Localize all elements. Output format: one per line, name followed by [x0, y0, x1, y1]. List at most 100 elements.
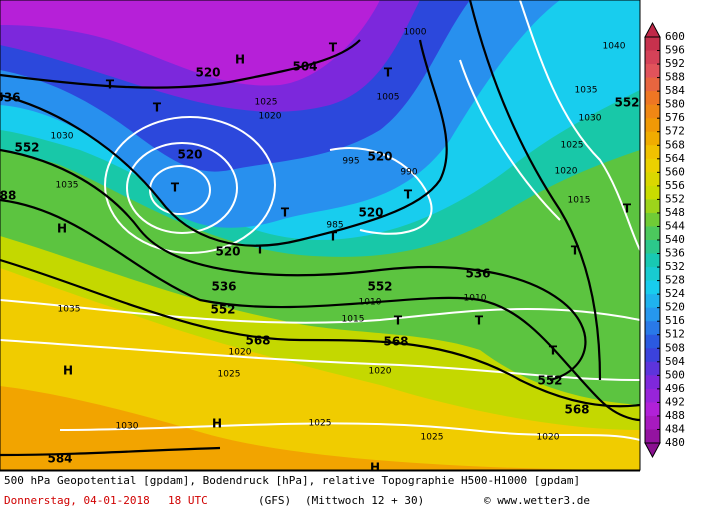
contour-label: H	[63, 364, 73, 378]
contour-label: 520	[358, 206, 383, 220]
colorbar-label: 500	[665, 368, 685, 381]
colorbar-label: 576	[665, 111, 685, 124]
colorbar-label: 580	[665, 98, 685, 111]
colorbar-label: 536	[665, 247, 685, 260]
colorbar-label: 488	[665, 409, 685, 422]
contour-label: 520	[177, 148, 202, 162]
colorbar-label: 544	[665, 219, 685, 232]
colorbar-label: 504	[665, 355, 685, 368]
colorbar-segment	[645, 131, 660, 146]
colorbar-segment	[645, 334, 660, 349]
isobar-label: 1005	[377, 93, 400, 103]
colorbar-segment	[645, 145, 660, 160]
colorbar-label: 532	[665, 260, 685, 273]
isobars	[0, 59, 641, 441]
isobar-label: 990	[400, 168, 417, 178]
colorbar-segment	[645, 226, 660, 241]
colorbar-label: 572	[665, 125, 685, 138]
colorbar-segment	[645, 388, 660, 403]
colorbar-segment	[645, 321, 660, 336]
isobar-label: 1030	[51, 132, 74, 142]
colorbar-label: 552	[665, 192, 685, 205]
colorbar-label: 484	[665, 422, 685, 435]
contour-label: 504	[292, 60, 317, 74]
contour-label: T	[281, 206, 290, 220]
isobar-label: 1020	[229, 348, 252, 358]
isobar-label: 1010	[359, 298, 382, 308]
contour-label: T	[404, 188, 413, 202]
colorbar-label: 540	[665, 233, 685, 246]
colorbar-label: 556	[665, 179, 685, 192]
map-frame	[0, 0, 641, 471]
colorbar-segment	[645, 429, 660, 444]
contour-label: H	[57, 222, 67, 236]
contour-label: 536	[211, 280, 236, 294]
colorbar-segment	[645, 240, 660, 255]
colorbar-label: 528	[665, 274, 685, 287]
geopotential-contours	[0, 0, 641, 457]
isobar-label: 995	[342, 157, 359, 167]
contour-label: 552	[14, 141, 39, 155]
contour-label: T	[549, 344, 558, 358]
colorbar-segment	[645, 172, 660, 187]
contour-label: 88	[0, 189, 16, 203]
colorbar-segment	[645, 307, 660, 322]
isobar-label: 1035	[56, 181, 79, 191]
map-labels: 520 504 T T H T T 520 T 520 520 T T T 520 T 536 552 552 536…	[0, 28, 640, 475]
colorbar-label: 520	[665, 301, 685, 314]
isobar-label: 1040	[603, 42, 626, 52]
contour-label: T	[153, 101, 162, 115]
colorbar-label: 496	[665, 382, 685, 395]
contour-label: T	[571, 244, 580, 258]
colorbar-segment	[645, 158, 660, 173]
colorbar-segment	[645, 294, 660, 309]
contour-label: H	[212, 417, 222, 431]
footer-time: 18 UTC	[168, 494, 208, 507]
colorbar-label: 560	[665, 165, 685, 178]
colorbar-label: 492	[665, 395, 685, 408]
colorbar-segment	[645, 267, 660, 282]
contour-label: 552	[210, 303, 235, 317]
contour-label: T	[384, 66, 393, 80]
contour-label: 568	[564, 403, 589, 417]
colorbar-label: 516	[665, 314, 685, 327]
colorbar-segment	[645, 199, 660, 214]
contour-label: 536	[0, 91, 21, 105]
contour-label: 520	[195, 66, 220, 80]
contour-label: 520	[215, 245, 240, 259]
colorbar-label: 564	[665, 152, 685, 165]
footer-run: (Mittwoch 12 + 30)	[305, 494, 424, 507]
colorbar-label: 508	[665, 341, 685, 354]
colorbar-segment	[645, 185, 660, 200]
isobar-label: 1010	[464, 294, 487, 304]
contour-label: T	[106, 78, 115, 92]
contour-label: H	[235, 53, 245, 67]
footer-copyright: © www.wetter3.de	[484, 494, 590, 507]
colorbar-segment	[645, 118, 660, 133]
colorbar-label: 588	[665, 71, 685, 84]
colorbar-label: 512	[665, 328, 685, 341]
isobar-label: 1035	[58, 305, 81, 315]
colorbar-label: 600	[665, 30, 685, 43]
isobar-label: 1020	[537, 433, 560, 443]
colorbar-label: 480	[665, 436, 685, 449]
isobar-label: 1020	[369, 367, 392, 377]
colorbar-segment	[645, 280, 660, 295]
isobar-label: 1015	[342, 315, 365, 325]
contour-label: 552	[367, 280, 392, 294]
colorbar-label: 568	[665, 138, 685, 151]
isobar-label: 1030	[579, 114, 602, 124]
isobar-label: 1015	[568, 196, 591, 206]
contour-label: T	[623, 202, 632, 216]
colorbar-segment	[645, 212, 660, 227]
colorbar-label: 524	[665, 287, 685, 300]
contour-label: T	[329, 41, 338, 55]
contour-label: 536	[465, 267, 490, 281]
contour-label: T	[475, 314, 484, 328]
colorbar-segment	[645, 253, 660, 268]
colorbar-segment	[645, 37, 660, 52]
colorbar-label: 596	[665, 44, 685, 57]
isobar-label: 1025	[421, 433, 444, 443]
contour-label: T	[171, 181, 180, 195]
